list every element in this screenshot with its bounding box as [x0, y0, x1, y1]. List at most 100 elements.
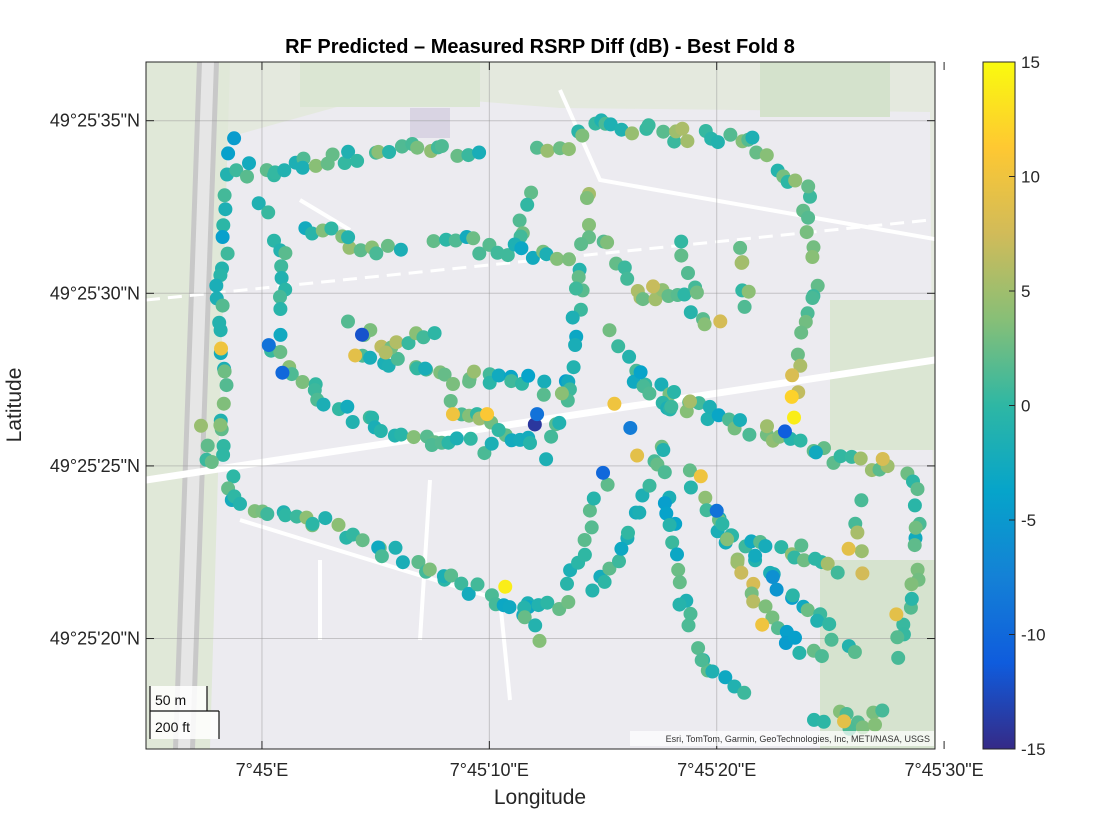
data-point	[571, 270, 586, 285]
data-point	[520, 197, 535, 212]
data-point	[659, 506, 674, 521]
data-point	[233, 496, 247, 511]
data-point	[677, 287, 692, 302]
data-point	[395, 555, 410, 570]
data-point	[850, 525, 865, 540]
data-point	[242, 156, 256, 171]
data-point	[466, 231, 481, 246]
data-point	[448, 233, 463, 248]
colorbar-tick-label: 15	[1021, 53, 1040, 72]
axis-ticks: 7°45'E 7°45'10"E 7°45'20"E 7°45'30"E 49°25'2…	[50, 62, 984, 780]
data-point	[562, 252, 576, 267]
data-point-outlier	[646, 279, 661, 294]
data-point	[213, 418, 228, 433]
data-point	[477, 446, 492, 461]
data-point	[411, 555, 426, 569]
data-point	[449, 431, 464, 446]
x-tick-label: 7°45'10"E	[450, 760, 529, 780]
data-point	[699, 503, 714, 518]
data-point	[226, 469, 241, 484]
data-point	[491, 368, 506, 383]
data-point	[854, 544, 869, 559]
data-point	[793, 358, 808, 373]
data-point	[697, 317, 712, 332]
data-point	[373, 424, 388, 438]
data-point	[720, 532, 735, 547]
data-point	[523, 436, 537, 450]
data-point	[426, 234, 441, 249]
data-point	[833, 449, 848, 464]
y-tick-label: 49°25'25"N	[50, 456, 140, 476]
scale-bar: 50 m 200 ft	[149, 686, 220, 739]
data-point	[785, 368, 800, 383]
data-point	[702, 399, 717, 414]
data-point-outlier	[875, 452, 890, 467]
data-point	[461, 586, 476, 601]
data-point-outlier	[623, 420, 638, 435]
data-point	[200, 438, 215, 453]
data-point	[427, 326, 442, 341]
data-point	[394, 427, 409, 442]
data-point	[536, 387, 551, 402]
data-point	[532, 633, 547, 648]
data-point	[410, 140, 425, 155]
data-point	[758, 599, 773, 614]
data-point	[560, 576, 574, 591]
data-point	[540, 143, 555, 158]
y-axis-label: Latitude	[3, 368, 26, 443]
data-point	[434, 139, 449, 154]
data-point	[758, 539, 773, 554]
data-point	[683, 394, 697, 409]
data-point	[617, 260, 632, 275]
data-point	[382, 145, 397, 159]
data-point	[910, 482, 925, 497]
data-point	[675, 121, 690, 136]
data-point	[454, 576, 469, 591]
data-point-outlier	[596, 465, 611, 480]
data-point	[734, 565, 749, 580]
data-point	[337, 156, 352, 170]
data-point	[710, 135, 725, 150]
data-point	[794, 538, 809, 553]
data-point	[822, 617, 837, 632]
x-tick-label: 7°45'20"E	[677, 760, 756, 780]
data-point	[418, 361, 433, 376]
data-point	[597, 574, 612, 589]
colorbar-tick-label: -15	[1021, 740, 1046, 759]
map-attribution: Esri, TomTom, Garmin, GeoTechnologies, I…	[666, 734, 930, 744]
data-point	[218, 202, 233, 217]
data-point	[577, 533, 592, 547]
data-point	[528, 618, 543, 633]
data-point	[216, 447, 231, 462]
data-point	[521, 368, 536, 383]
data-point-outlier	[777, 424, 792, 439]
data-point	[855, 566, 870, 581]
data-point	[908, 520, 923, 535]
data-point	[674, 234, 689, 249]
data-point	[568, 338, 583, 352]
data-point	[741, 284, 756, 299]
chart-title: RF Predicted – Measured RSRP Diff (dB) -…	[285, 36, 795, 58]
data-point	[602, 561, 617, 576]
data-point	[654, 377, 669, 392]
data-point	[700, 412, 715, 427]
data-point-outlier	[214, 341, 229, 356]
data-point	[582, 503, 597, 518]
data-point-outlier	[607, 396, 622, 411]
data-point	[694, 653, 709, 668]
data-point	[805, 250, 820, 264]
data-point	[680, 134, 695, 149]
data-point	[748, 548, 763, 563]
data-point-outlier	[348, 348, 363, 363]
data-point	[582, 218, 596, 232]
data-point	[801, 179, 816, 194]
data-point	[443, 394, 458, 408]
data-point	[525, 250, 540, 265]
data-point	[733, 240, 748, 255]
data-point	[470, 577, 485, 592]
data-point	[698, 490, 713, 505]
data-point	[461, 148, 476, 163]
data-point-outlier	[530, 407, 545, 422]
data-point	[575, 128, 590, 143]
data-point	[620, 271, 635, 286]
